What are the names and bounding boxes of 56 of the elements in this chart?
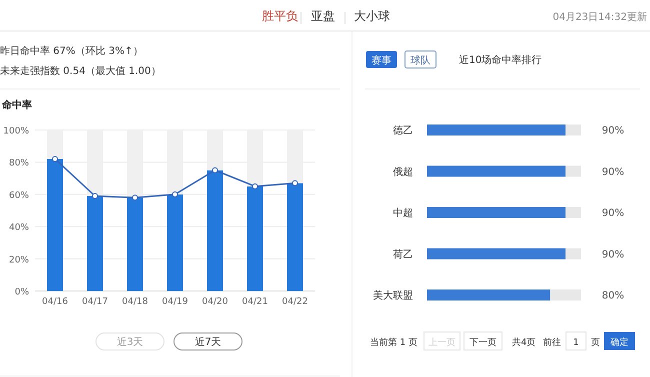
point: [172, 191, 178, 198]
bar: [87, 196, 103, 291]
x-tick-label: 04/18: [122, 297, 148, 307]
chart-title: 命中率: [1, 99, 32, 111]
y-tick-label: 60%: [8, 190, 30, 201]
bar: [287, 183, 303, 291]
text: 04月23日14:32更新: [552, 11, 647, 23]
category-label: 荷乙: [393, 249, 413, 260]
y-tick-label: 80%: [8, 158, 30, 169]
bar: [127, 198, 143, 291]
text: 共4页: [512, 337, 536, 348]
data-label: 90%: [602, 208, 624, 219]
text: 未来走强指数 0.54（最大值 1.00）: [0, 65, 161, 77]
data-label: 90%: [602, 126, 624, 136]
x-tick-label: 04/17: [82, 297, 108, 307]
point: [212, 167, 218, 174]
x-tick-label: 04/16: [42, 297, 68, 307]
text: 胜平负: [262, 9, 298, 23]
bar: [207, 170, 223, 291]
y-tick-label: 100%: [3, 126, 30, 136]
bar: [247, 186, 263, 291]
category-label: 中超: [393, 208, 413, 219]
point: [132, 194, 138, 201]
data-label: 90%: [602, 249, 624, 260]
text: 1: [573, 338, 579, 348]
text: 当前第 1 页: [370, 337, 418, 348]
text: 昨日命中率 67%（环比 3%↑）: [0, 45, 143, 57]
x-tick-label: 04/21: [242, 297, 268, 307]
point: [292, 180, 298, 186]
data-label: 80%: [602, 290, 624, 302]
point: [52, 156, 58, 162]
bar: [47, 158, 63, 291]
category-label: 俄超: [393, 166, 413, 178]
text: 前往: [543, 337, 561, 348]
text: 近3天: [116, 336, 144, 348]
chart-title: 近10场命中率排行: [459, 54, 542, 66]
data-label: 90%: [602, 166, 624, 178]
x-tick-label: 04/22: [282, 297, 308, 307]
category-label: 美大联盟: [373, 290, 413, 302]
text: 赛事: [372, 54, 392, 66]
y-tick-label: 20%: [8, 255, 30, 266]
text: 下一页: [470, 338, 496, 348]
x-tick-label: 04/19: [162, 297, 188, 307]
x-tick-label: 04/20: [202, 297, 228, 307]
point: [252, 183, 258, 190]
text: 页: [591, 338, 600, 348]
text: 确定: [610, 337, 628, 348]
point: [92, 193, 98, 200]
text: 大小球: [354, 9, 390, 23]
y-tick-label: 0%: [14, 288, 30, 298]
text: 亚盘: [311, 9, 335, 23]
bar: [167, 194, 183, 291]
text: 球队: [410, 54, 430, 66]
text: 近7天: [194, 336, 222, 348]
category-label: 德乙: [393, 126, 413, 136]
y-tick-label: 40%: [8, 223, 30, 234]
